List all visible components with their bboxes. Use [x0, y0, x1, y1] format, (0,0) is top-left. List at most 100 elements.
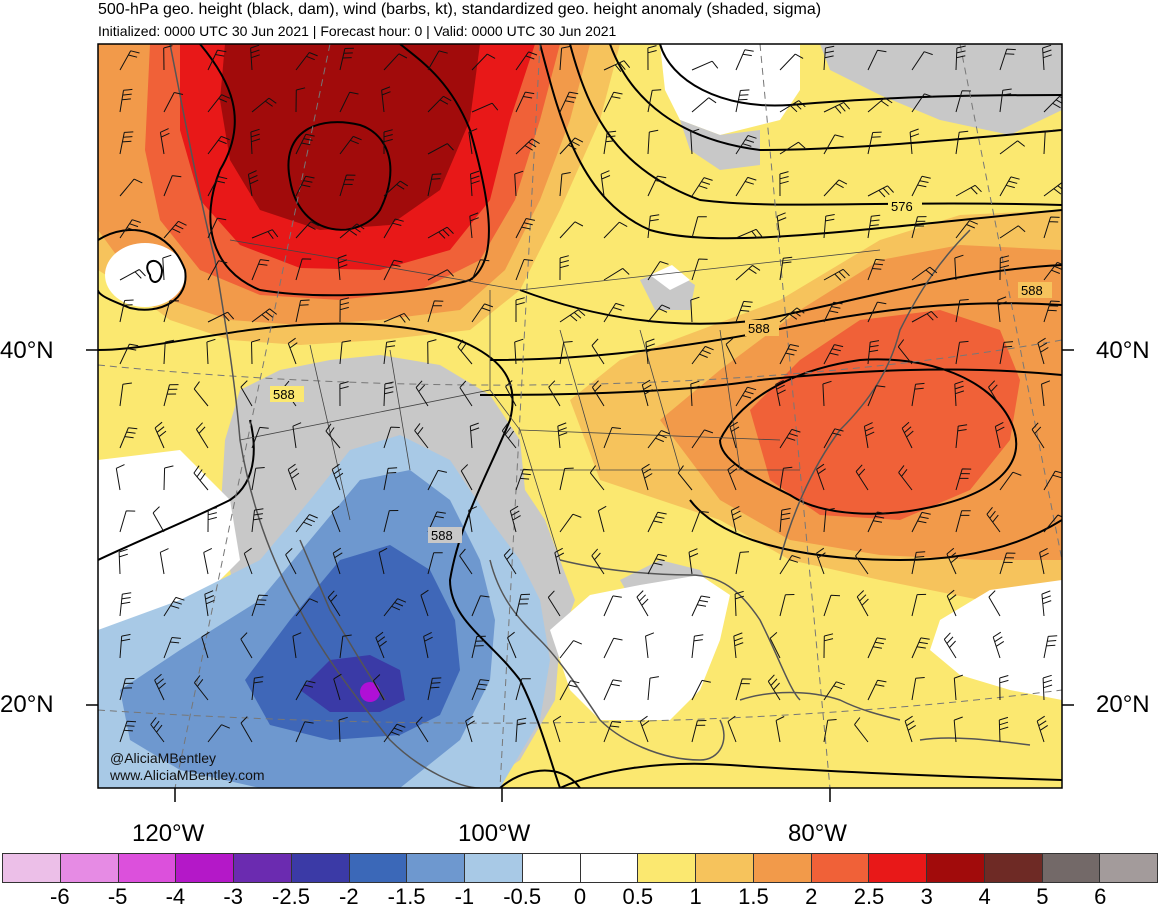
wind-barb: [690, 380, 700, 407]
wind-barb: [559, 309, 586, 323]
wind-barb: [471, 679, 490, 701]
wind-barb: [730, 505, 742, 533]
wind-barb: [823, 594, 841, 617]
wind-barb: [677, 465, 693, 491]
wind-barb: [1043, 635, 1058, 659]
wind-barb: [427, 143, 454, 155]
wind-barb: [162, 254, 172, 281]
wind-barb: [240, 716, 253, 743]
wind-barb: [911, 216, 927, 239]
state-borders: [229, 239, 881, 561]
wind-barb: [691, 595, 711, 617]
wind-barb: [1043, 470, 1062, 491]
wind-barb: [471, 102, 499, 113]
wind-barb: [911, 593, 927, 617]
legend-swatch: [753, 854, 812, 882]
wind-barb: [119, 427, 138, 449]
wind-barb: [1042, 44, 1052, 71]
wind-barb: [911, 175, 931, 197]
wind-barb: [206, 338, 216, 365]
wind-barb: [383, 467, 398, 491]
wind-barb: [911, 677, 925, 701]
wind-barb: [688, 548, 699, 575]
wind-barb: [1041, 380, 1051, 407]
wind-barb: [119, 219, 141, 239]
wind-barb: [331, 463, 344, 491]
wind-barb: [559, 640, 582, 659]
wind-barb: [775, 716, 785, 743]
wind-barb: [727, 715, 737, 743]
wind-barb: [163, 220, 187, 239]
wind-barb: [867, 385, 886, 407]
wind-barb: [559, 341, 573, 365]
legend-label: -5: [107, 884, 128, 909]
wind-barb: [559, 255, 569, 281]
wind-barb: [867, 679, 887, 701]
legend-label: 2.5: [853, 884, 885, 909]
wind-barb: [119, 678, 135, 701]
wind-barb: [955, 184, 982, 197]
wind-barb: [119, 510, 136, 533]
wind-barb: [779, 100, 806, 113]
wind-barb: [691, 720, 707, 743]
wind-barb: [1043, 300, 1060, 323]
wind-barb: [559, 513, 582, 533]
wind-barb: [767, 674, 781, 701]
wind-barb: [690, 128, 700, 155]
wind-barb: [295, 598, 319, 617]
wind-barb: [339, 223, 365, 239]
caribbean-white: [930, 580, 1062, 700]
legend-label: 1.5: [738, 884, 769, 909]
wind-barb: [999, 48, 1016, 71]
wind-barb: [775, 379, 786, 407]
wind-barb: [904, 715, 916, 743]
wind-barb: [325, 423, 341, 449]
wind-barb: [383, 129, 393, 154]
wind-barb: [240, 632, 253, 659]
wind-barb: [515, 138, 540, 155]
chart-subtitle: Initialized: 0000 UTC 30 Jun 2021 | Fore…: [98, 23, 617, 39]
wind-barb: [195, 422, 209, 449]
wind-barb: [250, 128, 261, 155]
wind-barb: [691, 634, 704, 659]
wind-barb: [243, 547, 253, 575]
wind-barb: [194, 675, 209, 701]
wind-barb: [295, 221, 320, 239]
wind-barb: [823, 508, 835, 533]
wind-barb: [207, 49, 227, 71]
wind-barb: [897, 339, 913, 365]
wind-barb: [337, 254, 348, 281]
wind-barb: [119, 88, 133, 113]
wind-barb: [735, 49, 754, 71]
legend-swatch: [811, 854, 870, 882]
wind-barb: [557, 422, 568, 449]
wind-barb: [515, 593, 531, 617]
wind-barb: [603, 595, 622, 617]
wind-barb: [733, 632, 744, 659]
wind-barb: [867, 301, 887, 323]
wind-barb: [954, 254, 964, 281]
lakes-white: [650, 265, 690, 290]
wind-barb: [470, 170, 480, 197]
wind-barb: [603, 302, 625, 323]
wind-barb: [955, 424, 968, 449]
legend-swatch: [118, 854, 177, 882]
wind-barb: [251, 259, 270, 281]
wind-barb: [515, 468, 533, 491]
wind-barb: [119, 720, 137, 743]
wind-barb: [427, 552, 443, 575]
wind-barb: [735, 300, 753, 323]
wind-barb: [863, 422, 875, 449]
wind-barb: [503, 548, 517, 575]
wind-barb: [548, 380, 561, 407]
legend-swatch: [3, 854, 61, 882]
wind-barb: [955, 90, 972, 113]
lat-label-20n-right: 20°N: [1096, 691, 1150, 718]
legend-label: 4: [978, 884, 991, 909]
wind-barb: [735, 551, 750, 575]
weather-map: 576 588 588 588 588: [86, 43, 1074, 802]
wind-barb: [999, 176, 1020, 197]
wind-barb: [999, 140, 1026, 155]
wind-barb: [603, 637, 623, 659]
wind-barb: [383, 381, 394, 407]
